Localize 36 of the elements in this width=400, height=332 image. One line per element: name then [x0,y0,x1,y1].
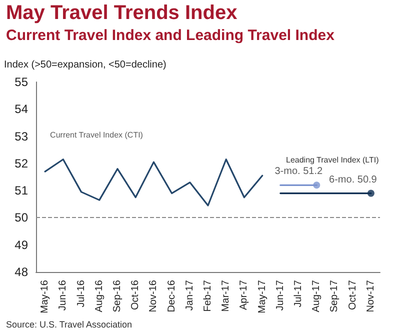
x-tick-label: Sep-17 [329,280,340,312]
x-tick-label: Jul-17 [293,280,304,308]
data-label: 6-mo. 50.9 [329,174,378,186]
x-tick-label: Nov-17 [365,280,376,312]
chart-subtitle: Current Travel Index and Leading Travel Index [6,27,334,44]
x-tick-label: Jan-17 [184,280,196,311]
y-tick-label: 54 [14,102,28,116]
x-tick-label: Mar-17 [220,280,232,312]
line-series [44,158,264,206]
x-tick-label: May-16 [40,280,51,314]
x-tick-label: Oct-16 [130,280,142,310]
y-tick-label: 49 [14,238,28,252]
annotation: Leading Travel Index (LTI) [286,156,380,164]
x-tick-label: Dec-16 [166,280,178,312]
x-tick-label: Sep-16 [112,280,123,312]
y-tick-label: 51 [14,184,28,198]
chart-title: May Travel Trends Index [6,2,238,25]
y-tick-label: 48 [14,265,28,279]
x-tick-label: Apr-17 [238,280,250,310]
x-tick-label: Oct-17 [347,280,358,310]
x-tick-label: May-17 [256,280,268,314]
x-tick-label: Aug-17 [311,280,322,312]
text: Current Travel Index (CTI) [50,130,144,140]
x-tick-label: Aug-16 [94,280,105,312]
data-label: 3-mo. 51.2 [274,166,323,178]
x-tick-label: Nov-16 [148,280,160,312]
y-tick-label: 50 [14,210,28,225]
x-tick-label: Jun-17 [274,280,286,311]
x-tick-label: Jun-16 [58,280,69,311]
y-tick-label: 53 [14,129,28,144]
y-tick-label: 55 [14,75,28,89]
x-tick-label: Feb-17 [202,280,214,312]
y-tick-label: 52 [14,156,28,170]
x-tick-label: Jul-16 [76,280,87,308]
source-note: Source: U.S. Travel Association [6,320,132,330]
y-axis-title: Index (>50=expansion, <50=decline) [4,60,166,70]
